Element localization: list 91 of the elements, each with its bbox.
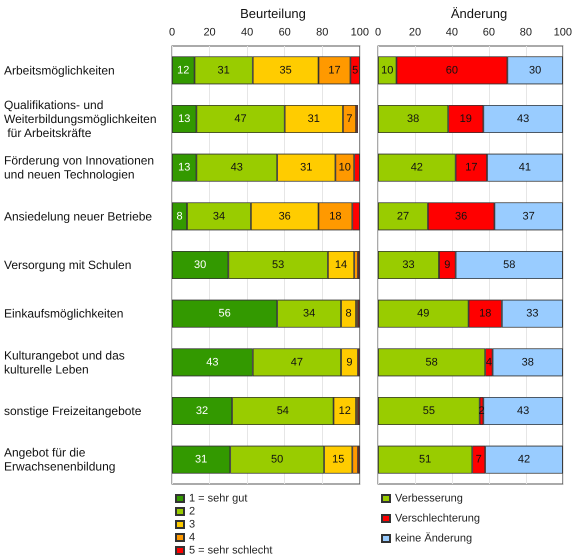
legend-label: Verschlechterung <box>395 512 480 524</box>
data-label: 10 <box>381 64 394 76</box>
data-label: 15 <box>332 454 344 466</box>
y-tick-label: Qualifikations- und Weiterbildungsmöglichkeiten für Arbeitskräfte <box>4 98 157 140</box>
data-label: 54 <box>276 405 289 417</box>
data-label: 37 <box>522 210 535 222</box>
data-label: 51 <box>419 454 432 466</box>
y-tick-label: sonstige Freizeitangebote <box>4 404 142 418</box>
x-tick-label: 60 <box>482 26 496 38</box>
x-tick-label: 60 <box>278 26 291 38</box>
data-label: 33 <box>526 308 538 320</box>
data-label: 47 <box>290 356 304 368</box>
data-label: 36 <box>455 210 468 222</box>
data-label: 31 <box>218 64 230 76</box>
x-tick-label: 40 <box>446 26 458 38</box>
data-label: 43 <box>516 405 530 417</box>
y-tick-label: Ansiedelung neuer Betriebe <box>4 209 152 224</box>
x-tick-label: 0 <box>374 26 382 38</box>
legend-label: 2 <box>189 506 196 518</box>
y-tick-label: Kulturangebot und das kulturelle Leben <box>4 348 128 376</box>
data-label: 13 <box>178 162 190 174</box>
data-label: 58 <box>425 356 438 368</box>
legend-label: keine Änderung <box>395 532 472 544</box>
data-label: 13 <box>178 113 190 125</box>
data-label: 60 <box>446 64 458 76</box>
x-tick-label: 100 <box>350 26 370 38</box>
x-tick-label: 80 <box>520 26 532 38</box>
y-tick-label: Angebot für die Erwachsenenbildung <box>4 446 116 474</box>
legend-label: 5 = sehr schlecht <box>189 544 272 555</box>
data-label: 18 <box>329 210 342 222</box>
y-tick-label: Förderung von Innovationen und neuen Technologien <box>4 154 158 182</box>
y-tick-label: Arbeitsmöglichkeiten <box>4 63 115 78</box>
data-label: 41 <box>518 162 532 174</box>
data-label: 9 <box>346 356 353 368</box>
legend-label: 1 = sehr gut <box>189 492 248 504</box>
data-label: 31 <box>308 113 320 125</box>
x-tick-label: 20 <box>408 26 422 38</box>
data-label: 17 <box>328 64 341 76</box>
data-label: 9 <box>444 259 450 271</box>
data-label: 18 <box>479 308 492 320</box>
data-label: 56 <box>218 308 231 320</box>
data-label: 5 <box>352 64 358 76</box>
data-label: 30 <box>194 259 206 271</box>
x-tick-label: 80 <box>316 26 328 38</box>
data-label: 43 <box>516 113 530 125</box>
legend-label: 3 <box>189 518 196 530</box>
bar <box>483 397 563 425</box>
data-label: 30 <box>528 64 542 76</box>
x-tick-label: 100 <box>554 26 572 38</box>
x-tick-label: 20 <box>203 26 216 38</box>
data-label: 35 <box>280 64 292 76</box>
data-label: 17 <box>465 162 478 174</box>
y-tick-label: Versorgung mit Schulen <box>4 258 132 272</box>
chart-title: Beurteilung <box>240 6 306 21</box>
data-label: 42 <box>518 454 530 466</box>
data-label: 34 <box>302 308 316 320</box>
x-tick-label: 0 <box>168 26 176 38</box>
data-label: 31 <box>194 454 208 466</box>
data-label: 4 <box>486 356 492 368</box>
data-label: 19 <box>460 113 472 125</box>
data-label: 10 <box>338 162 351 174</box>
data-label: 58 <box>503 259 516 271</box>
data-label: 12 <box>177 64 190 76</box>
data-label: 8 <box>176 210 183 222</box>
data-label: 33 <box>402 259 415 271</box>
legend-label: Verbesserung <box>395 492 463 504</box>
x-tick-label: 40 <box>241 26 254 38</box>
data-label: 43 <box>230 162 243 174</box>
data-label: 38 <box>406 113 420 125</box>
data-label: 53 <box>272 259 284 271</box>
data-label: 7 <box>476 454 482 466</box>
legend-label: 4 <box>189 532 196 544</box>
data-label: 49 <box>417 308 430 320</box>
y-tick-label: Einkaufsmöglichkeiten <box>4 306 124 321</box>
data-label: 55 <box>422 405 435 417</box>
data-label: 50 <box>271 454 284 466</box>
data-label: 7 <box>346 113 353 125</box>
data-label: 42 <box>410 162 423 174</box>
data-label: 34 <box>212 210 226 222</box>
data-label: 31 <box>300 162 312 174</box>
bar <box>378 397 480 425</box>
data-label: 27 <box>396 210 410 222</box>
data-label: 36 <box>278 210 291 222</box>
data-label: 8 <box>345 308 352 320</box>
data-label: 32 <box>196 405 208 417</box>
data-label: 14 <box>334 259 348 271</box>
data-label: 43 <box>206 356 219 368</box>
data-label: 38 <box>522 356 534 368</box>
chart-title: Änderung <box>450 6 508 21</box>
data-label: 12 <box>338 405 351 417</box>
data-label: 47 <box>234 113 247 125</box>
